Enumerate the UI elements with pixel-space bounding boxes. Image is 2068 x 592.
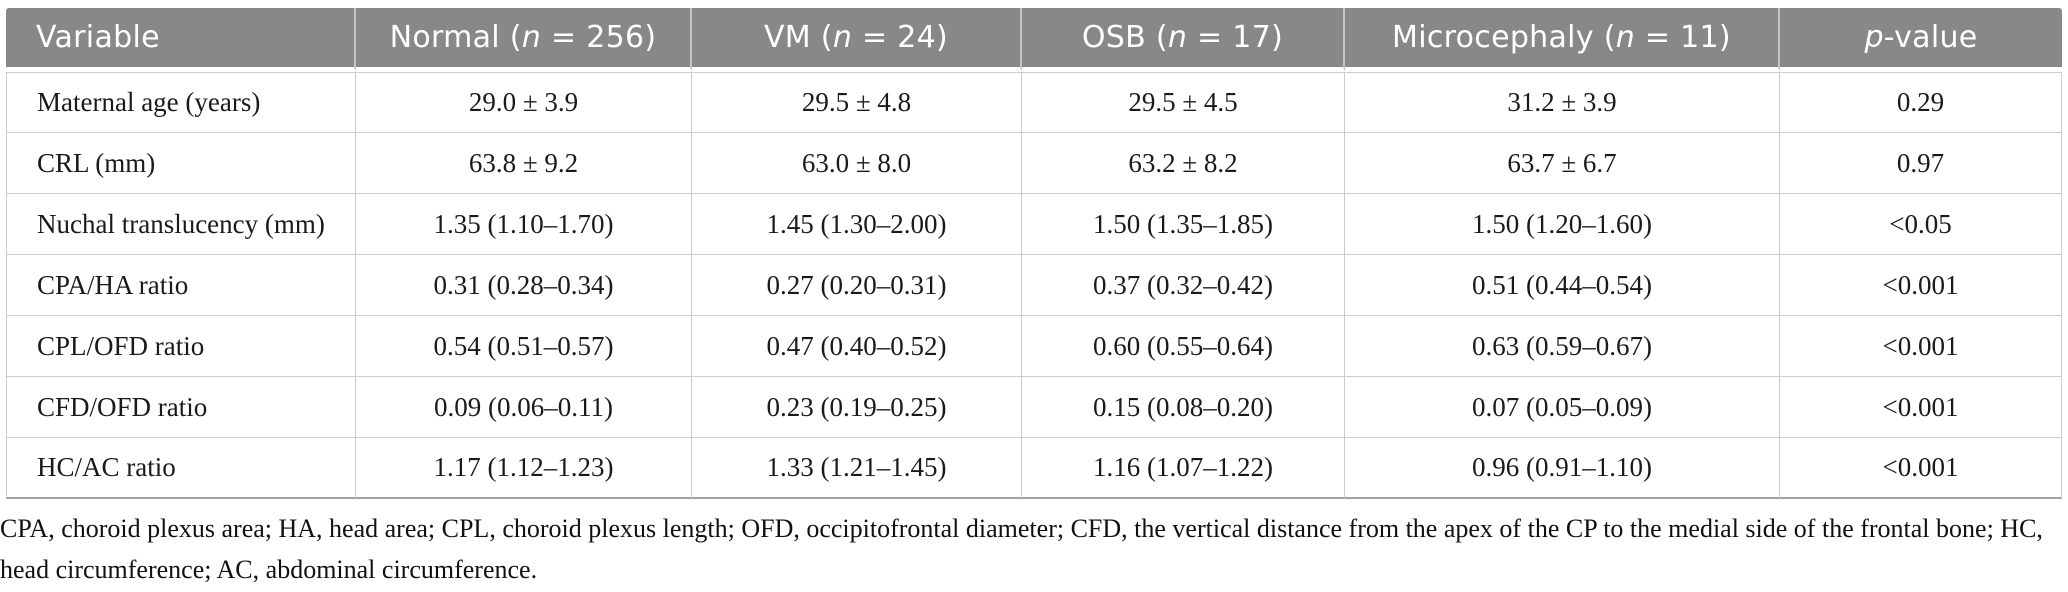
cell-normal: 1.35 (1.10–1.70) bbox=[356, 194, 692, 255]
header-text: = 11) bbox=[1635, 20, 1731, 55]
cell-microcephaly: 63.7 ± 6.7 bbox=[1345, 133, 1780, 194]
cell-osb: 29.5 ± 4.5 bbox=[1022, 72, 1345, 133]
cell-microcephaly: 1.50 (1.20–1.60) bbox=[1345, 194, 1780, 255]
cell-osb: 0.60 (0.55–0.64) bbox=[1022, 316, 1345, 377]
cell-vm: 0.23 (0.19–0.25) bbox=[692, 377, 1022, 438]
col-header-osb: OSB (n = 17) bbox=[1022, 8, 1345, 72]
cell-microcephaly: 0.07 (0.05–0.09) bbox=[1345, 377, 1780, 438]
col-header-microcephaly: Microcephaly (n = 11) bbox=[1345, 8, 1780, 72]
row-crl: CRL (mm) 63.8 ± 9.2 63.0 ± 8.0 63.2 ± 8.… bbox=[6, 133, 2062, 194]
header-italic: n bbox=[832, 20, 853, 55]
header-row: Variable Normal (n = 256) VM (n = 24) OS… bbox=[6, 8, 2062, 72]
cell-vm: 1.45 (1.30–2.00) bbox=[692, 194, 1022, 255]
header-text: Normal ( bbox=[389, 20, 522, 55]
cell-variable: CFD/OFD ratio bbox=[6, 377, 356, 438]
cell-vm: 0.47 (0.40–0.52) bbox=[692, 316, 1022, 377]
cell-p-value: <0.001 bbox=[1780, 316, 2062, 377]
row-nuchal-translucency: Nuchal translucency (mm) 1.35 (1.10–1.70… bbox=[6, 194, 2062, 255]
cell-p-value: <0.001 bbox=[1780, 377, 2062, 438]
header-italic: n bbox=[521, 20, 542, 55]
cell-p-value: <0.05 bbox=[1780, 194, 2062, 255]
cell-variable: CPA/HA ratio bbox=[6, 255, 356, 316]
cell-vm: 63.0 ± 8.0 bbox=[692, 133, 1022, 194]
cell-variable: HC/AC ratio bbox=[6, 438, 356, 499]
header-text: = 256) bbox=[541, 20, 657, 55]
header-text: = 24) bbox=[852, 20, 949, 55]
cell-osb: 1.50 (1.35–1.85) bbox=[1022, 194, 1345, 255]
cell-osb: 0.37 (0.32–0.42) bbox=[1022, 255, 1345, 316]
cell-microcephaly: 0.96 (0.91–1.10) bbox=[1345, 438, 1780, 499]
row-cfd-ofd-ratio: CFD/OFD ratio 0.09 (0.06–0.11) 0.23 (0.1… bbox=[6, 377, 2062, 438]
cell-vm: 29.5 ± 4.8 bbox=[692, 72, 1022, 133]
header-text: Microcephaly ( bbox=[1392, 20, 1616, 55]
cell-variable: Maternal age (years) bbox=[6, 72, 356, 133]
cell-p-value: 0.29 bbox=[1780, 72, 2062, 133]
row-cpl-ofd-ratio: CPL/OFD ratio 0.54 (0.51–0.57) 0.47 (0.4… bbox=[6, 316, 2062, 377]
table-footnote: CPA, choroid plexus area; HA, head area;… bbox=[0, 514, 2043, 584]
cell-p-value: <0.001 bbox=[1780, 438, 2062, 499]
cell-normal: 63.8 ± 9.2 bbox=[356, 133, 692, 194]
cell-normal: 0.54 (0.51–0.57) bbox=[356, 316, 692, 377]
cell-p-value: 0.97 bbox=[1780, 133, 2062, 194]
col-header-p-value: p-value bbox=[1780, 8, 2062, 72]
col-header-variable: Variable bbox=[6, 8, 356, 72]
header-text: Variable bbox=[36, 20, 160, 55]
cell-normal: 1.17 (1.12–1.23) bbox=[356, 438, 692, 499]
cell-osb: 1.16 (1.07–1.22) bbox=[1022, 438, 1345, 499]
header-italic: n bbox=[1615, 20, 1636, 55]
cell-microcephaly: 0.51 (0.44–0.54) bbox=[1345, 255, 1780, 316]
header-text: = 17) bbox=[1187, 20, 1284, 55]
cell-normal: 0.09 (0.06–0.11) bbox=[356, 377, 692, 438]
cell-microcephaly: 0.63 (0.59–0.67) bbox=[1345, 316, 1780, 377]
table-figure: Variable Normal (n = 256) VM (n = 24) OS… bbox=[0, 8, 2068, 590]
col-header-vm: VM (n = 24) bbox=[692, 8, 1022, 72]
statistics-table: Variable Normal (n = 256) VM (n = 24) OS… bbox=[6, 8, 2062, 499]
cell-vm: 1.33 (1.21–1.45) bbox=[692, 438, 1022, 499]
header-text: -value bbox=[1883, 20, 1978, 55]
row-hc-ac-ratio: HC/AC ratio 1.17 (1.12–1.23) 1.33 (1.21–… bbox=[6, 438, 2062, 499]
cell-variable: CRL (mm) bbox=[6, 133, 356, 194]
cell-normal: 29.0 ± 3.9 bbox=[356, 72, 692, 133]
cell-p-value: <0.001 bbox=[1780, 255, 2062, 316]
row-maternal-age: Maternal age (years) 29.0 ± 3.9 29.5 ± 4… bbox=[6, 72, 2062, 133]
cell-microcephaly: 31.2 ± 3.9 bbox=[1345, 72, 1780, 133]
cell-osb: 63.2 ± 8.2 bbox=[1022, 133, 1345, 194]
cell-normal: 0.31 (0.28–0.34) bbox=[356, 255, 692, 316]
cell-osb: 0.15 (0.08–0.20) bbox=[1022, 377, 1345, 438]
cell-variable: CPL/OFD ratio bbox=[6, 316, 356, 377]
header-text: OSB ( bbox=[1081, 20, 1168, 55]
cell-variable: Nuchal translucency (mm) bbox=[6, 194, 356, 255]
header-italic: n bbox=[1167, 20, 1188, 55]
cell-vm: 0.27 (0.20–0.31) bbox=[692, 255, 1022, 316]
col-header-normal: Normal (n = 256) bbox=[356, 8, 692, 72]
header-italic: p bbox=[1864, 20, 1884, 55]
header-text: VM ( bbox=[763, 20, 833, 55]
row-cpa-ha-ratio: CPA/HA ratio 0.31 (0.28–0.34) 0.27 (0.20… bbox=[6, 255, 2062, 316]
